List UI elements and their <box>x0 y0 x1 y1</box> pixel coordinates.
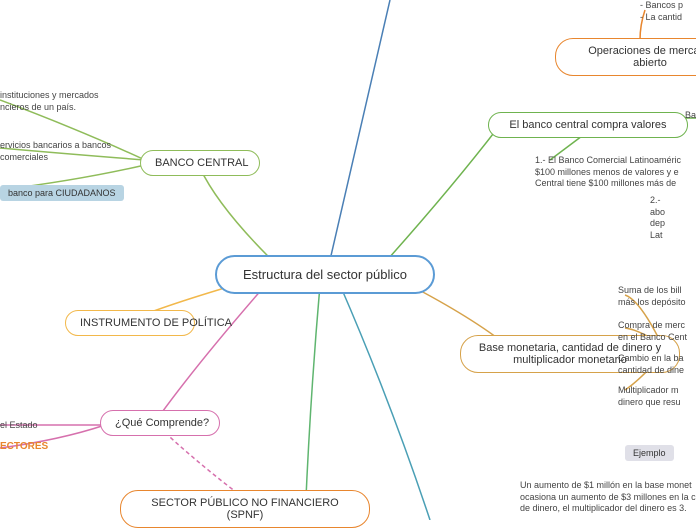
node-op_mercado[interactable]: Operaciones de mercado abierto <box>555 38 696 76</box>
node-banco_compra[interactable]: El banco central compra valores <box>488 112 688 138</box>
text-estado: el Estado <box>0 420 38 432</box>
node-banco_central[interactable]: BANCO CENTRAL <box>140 150 260 176</box>
text-ejemplo: Ejemplo <box>625 445 674 461</box>
text-suma: Suma de los billmás los depósito <box>618 285 686 308</box>
text-ectores: ECTORES <box>0 440 48 453</box>
node-que_comprende[interactable]: ¿Qué Comprende? <box>100 410 220 436</box>
central-node[interactable]: Estructura del sector público <box>215 255 435 294</box>
node-instrumento[interactable]: INSTRUMENTO DE POLÍTICA <box>65 310 195 336</box>
node-spnf[interactable]: SECTOR PÚBLICO NO FINANCIERO (SPNF) <box>120 490 370 528</box>
text-compra: Compra de mercen el Banco Cent <box>618 320 687 343</box>
text-cambio: Cambio en la bacantidad de dine <box>618 353 684 376</box>
text-aumento: Un aumento de $1 millón en la base monet… <box>520 480 696 515</box>
text-servicios: ervicios bancarios a bancoscomerciales <box>0 140 111 163</box>
text-instituciones: instituciones y mercadosncieros de un pa… <box>0 90 99 113</box>
text-desc2: 2.-abodepLat <box>650 195 665 242</box>
text-multi: Multiplicador mdinero que resu <box>618 385 681 408</box>
text-ban_text: Ban <box>685 110 696 122</box>
text-desc1: 1.- El Banco Comercial Latinoaméric$100 … <box>535 155 681 190</box>
text-bancos_top: - Bancos p- La cantid <box>640 0 683 23</box>
text-ciudadanos: banco para CIUDADANOS <box>0 185 124 201</box>
central-label: Estructura del sector público <box>243 267 407 282</box>
